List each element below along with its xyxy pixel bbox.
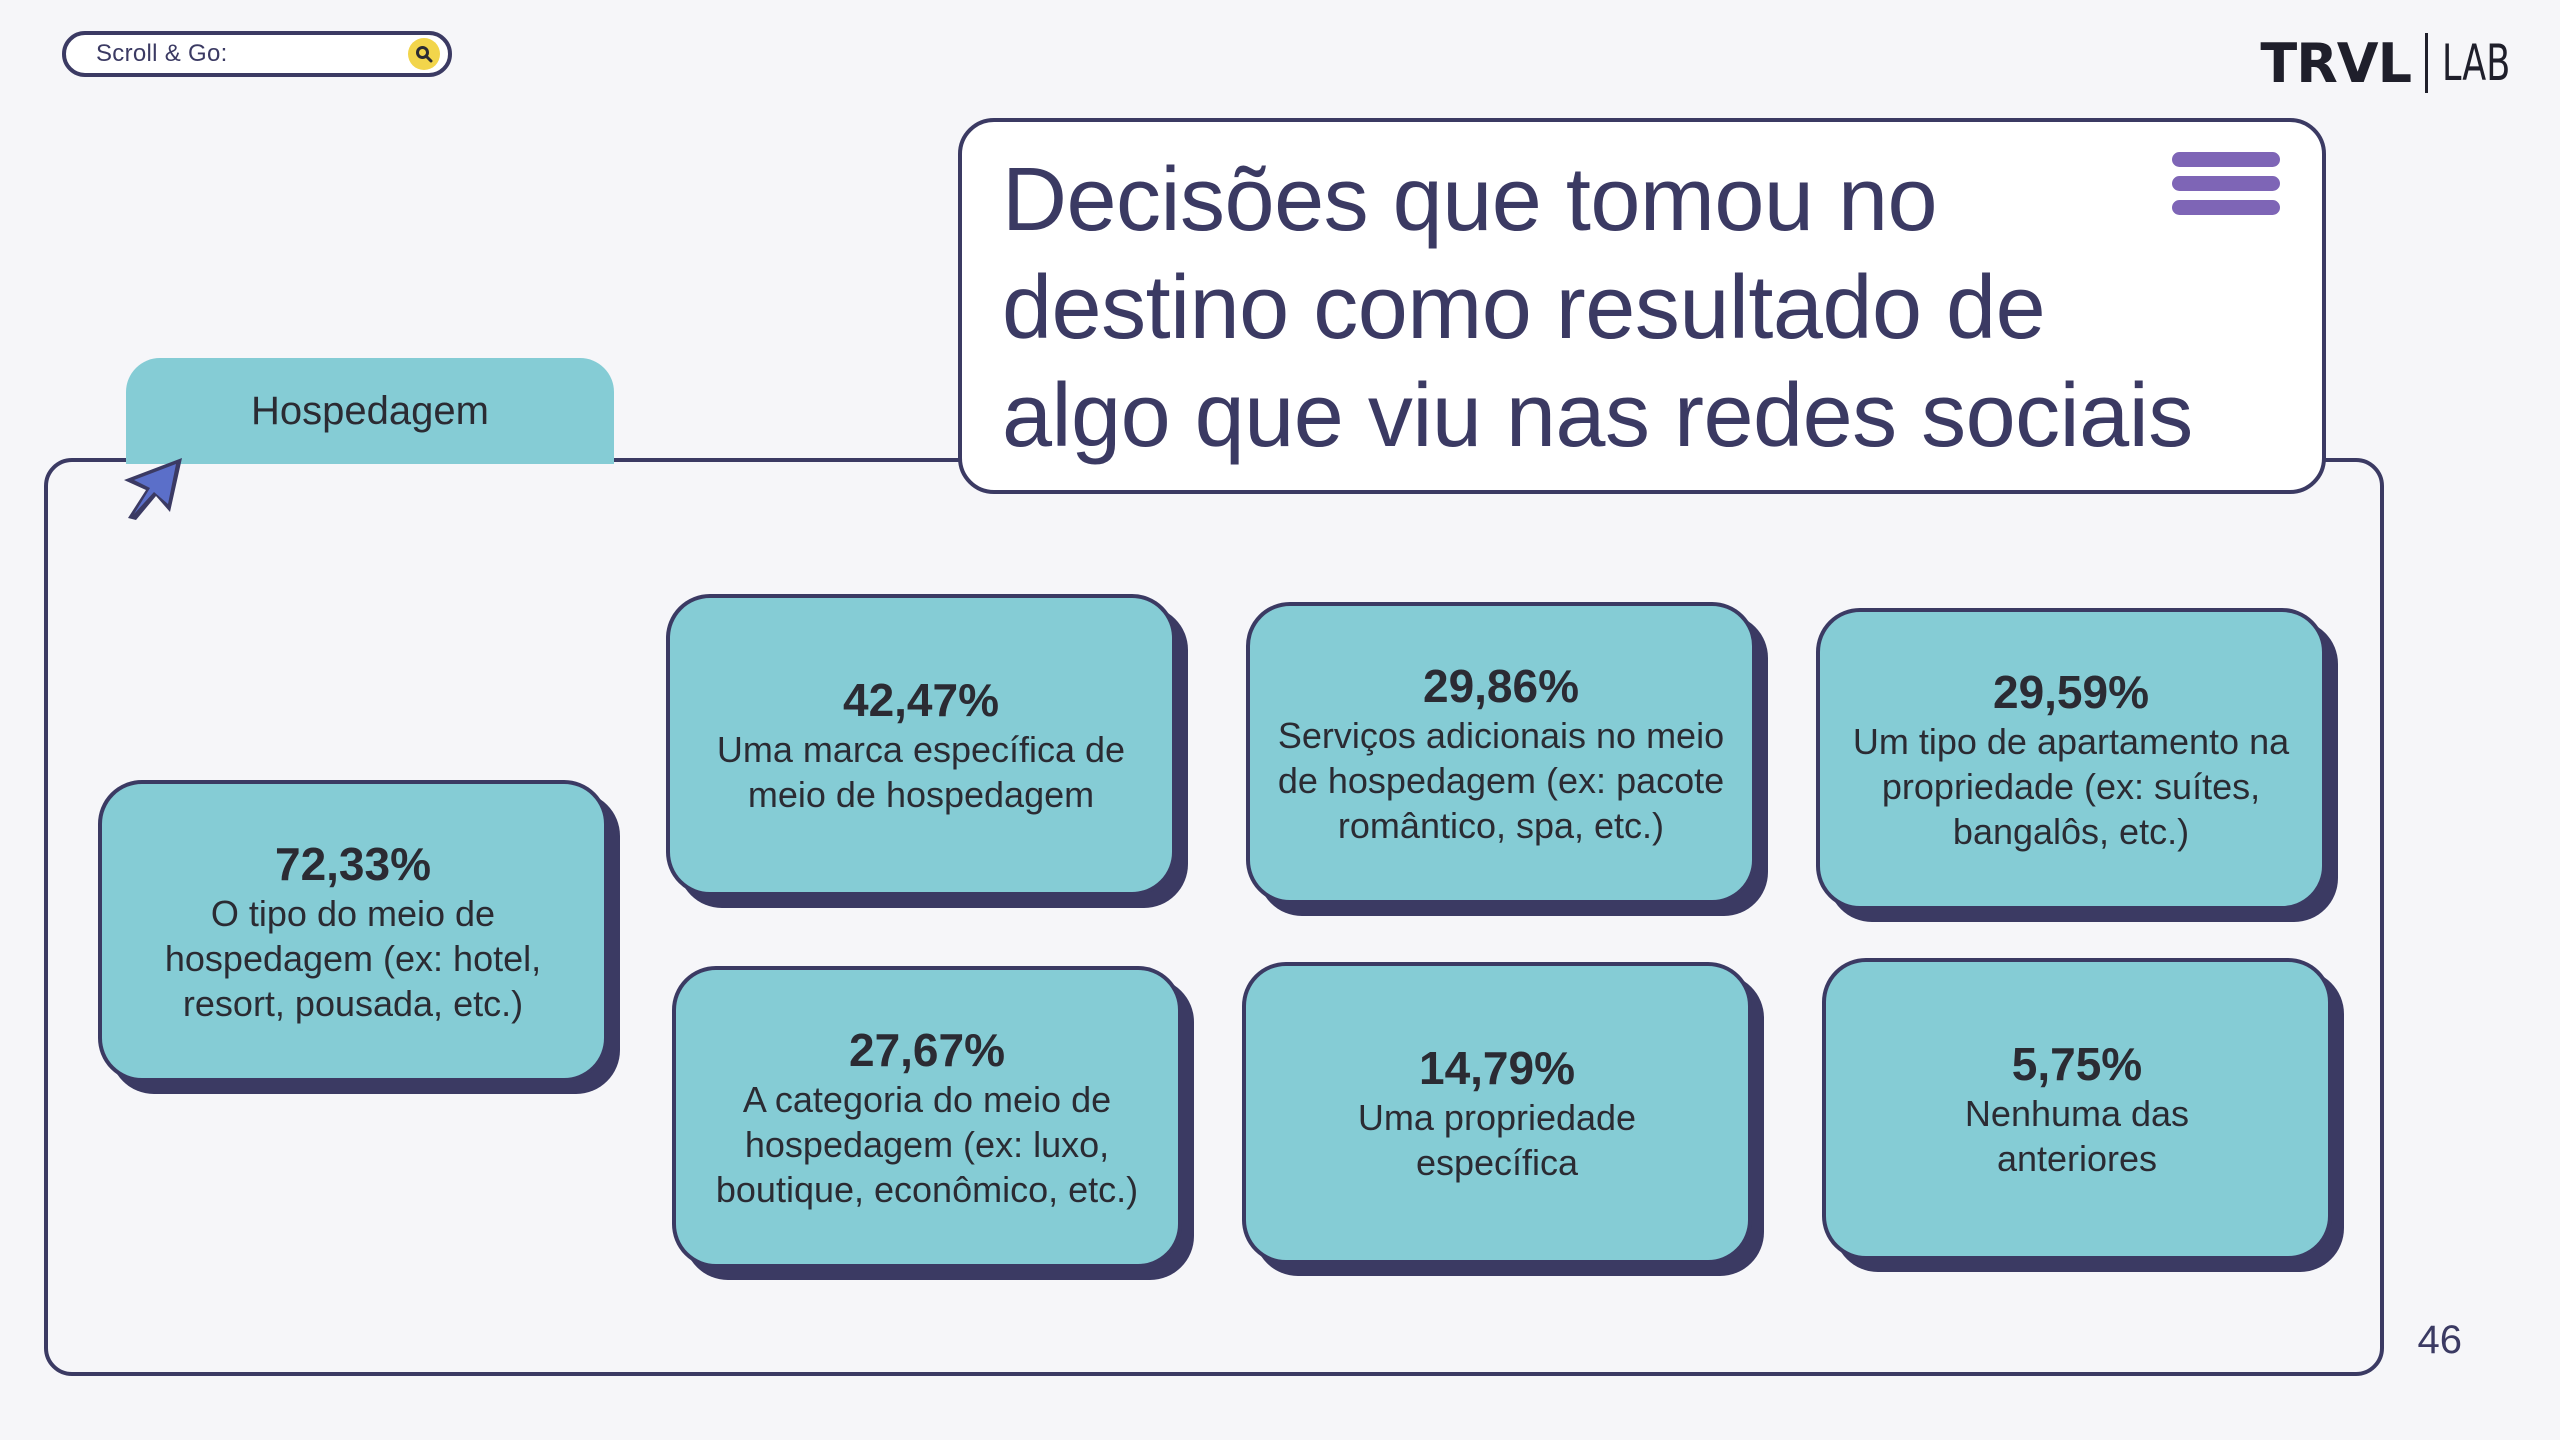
menu-icon-bar xyxy=(2172,152,2280,167)
stat-card-marca: 42,47% Uma marca específica de meio de h… xyxy=(666,594,1176,896)
search-label: Scroll & Go: xyxy=(96,40,228,67)
stat-description: A categoria do meio de hospedagem (ex: l… xyxy=(715,1078,1139,1210)
search-bar[interactable]: Scroll & Go: xyxy=(62,31,452,77)
stat-card-servicos: 29,86% Serviços adicionais no meio de ho… xyxy=(1246,602,1756,904)
logo-secondary-text: LAB xyxy=(2442,34,2511,92)
stat-value: 5,75% xyxy=(2011,1038,2143,1090)
stat-value: 29,59% xyxy=(1992,665,2149,718)
search-icon xyxy=(416,46,433,63)
stat-description: Uma marca específica de meio de hospedag… xyxy=(716,729,1126,815)
stat-description: Um tipo de apartamento na propriedade (e… xyxy=(1852,720,2290,852)
stat-card-apartamento: 29,59% Um tipo de apartamento na proprie… xyxy=(1816,608,2326,910)
menu-icon[interactable] xyxy=(2172,152,2280,224)
tab-label: Hospedagem xyxy=(251,388,489,433)
brand-logo: TRVL LAB xyxy=(2260,28,2524,98)
menu-icon-bar xyxy=(2172,176,2280,191)
stat-description: Uma propriedade específica xyxy=(1357,1097,1637,1183)
logo-main-text: TRVL xyxy=(2260,31,2412,95)
menu-icon-bar xyxy=(2172,200,2280,215)
stat-description: O tipo do meio de hospedagem (ex: hotel,… xyxy=(164,892,542,1024)
stat-value: 27,67% xyxy=(848,1023,1005,1076)
stat-card-categoria: 27,67% A categoria do meio de hospedagem… xyxy=(672,966,1182,1268)
title-box: Decisões que tomou no destino como resul… xyxy=(958,118,2326,494)
page-number: 46 xyxy=(2417,1318,2463,1362)
stat-card-nenhuma: 5,75% Nenhuma das anteriores xyxy=(1822,958,2332,1260)
search-button[interactable] xyxy=(408,38,440,70)
stat-description: Serviços adicionais no meio de hospedage… xyxy=(1277,714,1725,846)
tab-hospedagem[interactable]: Hospedagem xyxy=(126,358,614,464)
logo-divider xyxy=(2425,33,2428,93)
stat-value: 42,47% xyxy=(842,674,999,726)
stat-value: 29,86% xyxy=(1422,659,1579,712)
stat-value: 14,79% xyxy=(1418,1042,1575,1094)
stat-description: Nenhuma das anteriores xyxy=(1964,1093,2190,1179)
stat-card-tipo: 72,33% O tipo do meio de hospedagem (ex:… xyxy=(98,780,608,1082)
stat-value: 72,33% xyxy=(274,837,431,890)
cursor-arrow-icon xyxy=(124,458,182,520)
page-title: Decisões que tomou no destino como resul… xyxy=(1002,150,2193,466)
stat-card-propriedade: 14,79% Uma propriedade específica xyxy=(1242,962,1752,1264)
